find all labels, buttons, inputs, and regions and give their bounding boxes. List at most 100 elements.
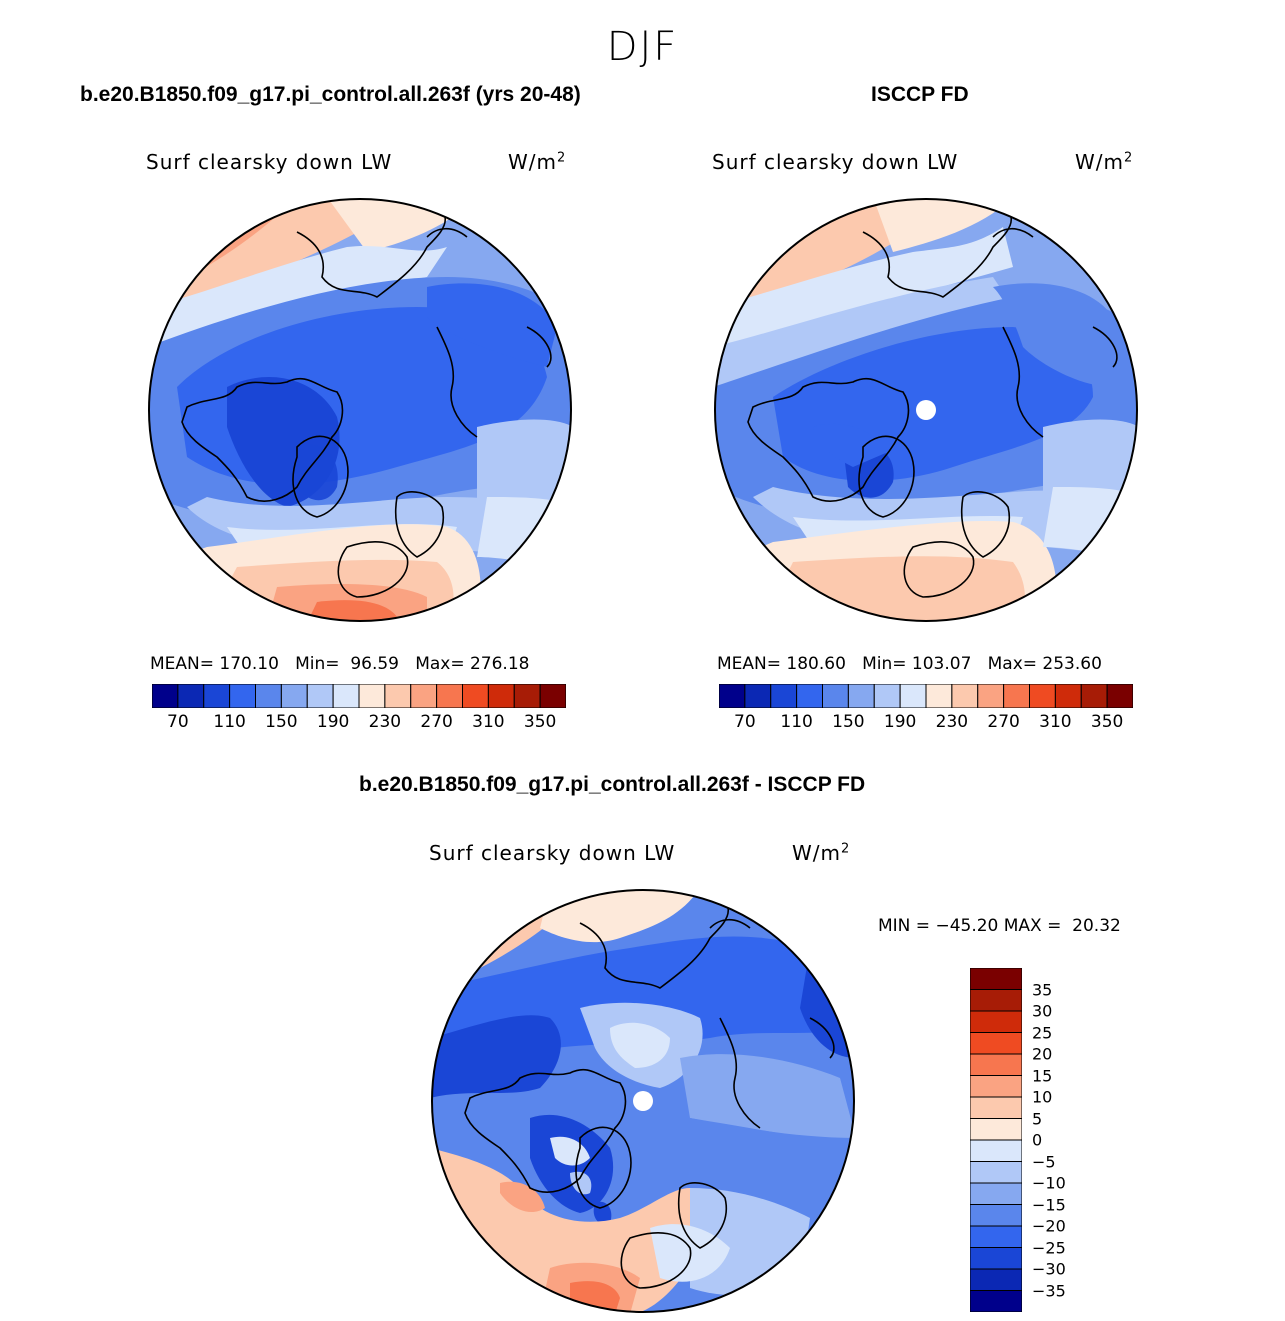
panel3-map [431,889,855,1313]
colorbar-tick-label: 230 [935,712,969,732]
colorbar-swatch [796,684,823,708]
colorbar-swatch [970,968,1022,990]
colorbar-swatch [744,684,772,708]
colorbar-swatch [899,684,927,708]
colorbar-swatch [332,684,360,708]
panel3-units: W/m2 [792,841,851,865]
colorbar-swatch [970,1268,1022,1291]
colorbar-swatch [1003,684,1030,708]
colorbar-swatch [513,684,541,708]
colorbar-swatch [970,1053,1022,1076]
colorbar-swatch [177,684,205,708]
colorbar-swatch [152,684,179,708]
colorbar-swatch [970,1161,1022,1184]
colorbar-tick-label: −10 [1032,1173,1066,1193]
colorbar-swatch [977,684,1005,708]
panel2-variable: Surf clearsky down LW [712,150,959,174]
colorbar-tick-label: −15 [1032,1195,1066,1214]
panel2-units: W/m2 [1075,150,1134,174]
colorbar-swatch [822,684,849,708]
colorbar-swatch [1106,684,1133,708]
colorbar-tick-label: −30 [1032,1259,1066,1279]
colorbar-swatch [970,1118,1022,1141]
colorbar-swatch [410,684,438,708]
panel2-map [714,198,1138,622]
colorbar-tick-label: 350 [1090,712,1124,732]
season-title: DJF [606,24,679,70]
colorbar-tick-label: 270 [420,712,453,732]
colorbar-tick-label: 20 [1032,1044,1053,1064]
colorbar-swatch [462,684,489,708]
colorbar-swatch [719,684,746,708]
colorbar-swatch [970,1290,1022,1312]
colorbar-swatch [970,1247,1022,1270]
colorbar-tick-label: 15 [1032,1066,1053,1085]
colorbar-tick-label: 0 [1032,1130,1043,1150]
colorbar-tick-label: 70 [167,712,189,732]
panel1-variable: Surf clearsky down LW [146,150,393,174]
colorbar-tick-label: 35 [1032,980,1053,999]
colorbar-swatch [770,684,798,708]
colorbar-tick-label: 230 [368,712,402,732]
panel1-stats: MEAN= 170.10 Min= 96.59 Max= 276.18 [150,654,530,674]
panel3-stats: MIN = −45.20 MAX = 20.32 [878,916,1121,936]
colorbar-tick-label: 190 [316,712,350,732]
panel1-colorbar [152,684,566,708]
colorbar-swatch [1029,684,1056,708]
colorbar-tick-label: 5 [1032,1109,1043,1128]
panel2-colorbar [719,684,1133,708]
colorbar-swatch [970,1075,1022,1098]
colorbar-swatch [970,1139,1022,1162]
colorbar-swatch [970,1182,1022,1205]
colorbar-tick-label: 10 [1032,1087,1053,1107]
colorbar-tick-label: 310 [1039,712,1072,732]
colorbar-swatch [384,684,412,708]
colorbar-tick-label: 310 [472,712,505,732]
colorbar-tick-label: −35 [1032,1281,1066,1300]
colorbar-swatch [255,684,282,708]
colorbar-swatch [229,684,256,708]
colorbar-swatch [306,684,334,708]
panel2-stats: MEAN= 180.60 Min= 103.07 Max= 253.60 [717,654,1102,674]
colorbar-swatch [970,1032,1022,1055]
colorbar-tick-label: 270 [987,712,1020,732]
colorbar-swatch [970,1204,1022,1227]
colorbar-tick-label: 190 [883,712,917,732]
colorbar-swatch [970,1010,1022,1033]
panel3-colorbar [970,968,1022,1312]
panel2-title: ISCCP FD [871,83,969,106]
colorbar-swatch [203,684,231,708]
colorbar-swatch [1080,684,1108,708]
colorbar-tick-label: 70 [734,712,756,732]
colorbar-tick-label: 25 [1032,1023,1053,1042]
colorbar-swatch [1054,684,1082,708]
colorbar-swatch [358,684,386,708]
panel3-variable: Surf clearsky down LW [429,841,676,865]
colorbar-tick-label: −20 [1032,1216,1066,1236]
panel1-colorbar-ticks: 70 110 150 190 230 270 310 350 [152,712,566,736]
panel3-colorbar-ticks: 35 30 25 20 15 10 5 0 −5 −10 −15 −20 −25 −30 −35 [1032,968,1092,1312]
colorbar-tick-label: 150 [832,712,865,732]
colorbar-swatch [280,684,308,708]
colorbar-tick-label: 110 [213,712,246,732]
colorbar-tick-label: 110 [780,712,813,732]
colorbar-swatch [847,684,875,708]
panel1-title: b.e20.B1850.f09_g17.pi_control.all.263f … [80,83,581,106]
colorbar-tick-label: −25 [1032,1238,1066,1257]
colorbar-swatch [970,1096,1022,1119]
colorbar-tick-label: 150 [265,712,298,732]
colorbar-swatch [970,1225,1022,1248]
colorbar-tick-label: 30 [1032,1001,1053,1021]
colorbar-tick-label: −5 [1032,1152,1056,1171]
colorbar-swatch [539,684,566,708]
colorbar-tick-label: 350 [523,712,557,732]
colorbar-swatch [970,989,1022,1012]
colorbar-swatch [487,684,515,708]
panel3-title: b.e20.B1850.f09_g17.pi_control.all.263f … [359,773,866,796]
colorbar-swatch [925,684,953,708]
colorbar-swatch [951,684,979,708]
panel2-colorbar-ticks: 70 110 150 190 230 270 310 350 [719,712,1133,736]
colorbar-swatch [873,684,901,708]
colorbar-swatch [436,684,463,708]
panel1-units: W/m2 [508,150,567,174]
